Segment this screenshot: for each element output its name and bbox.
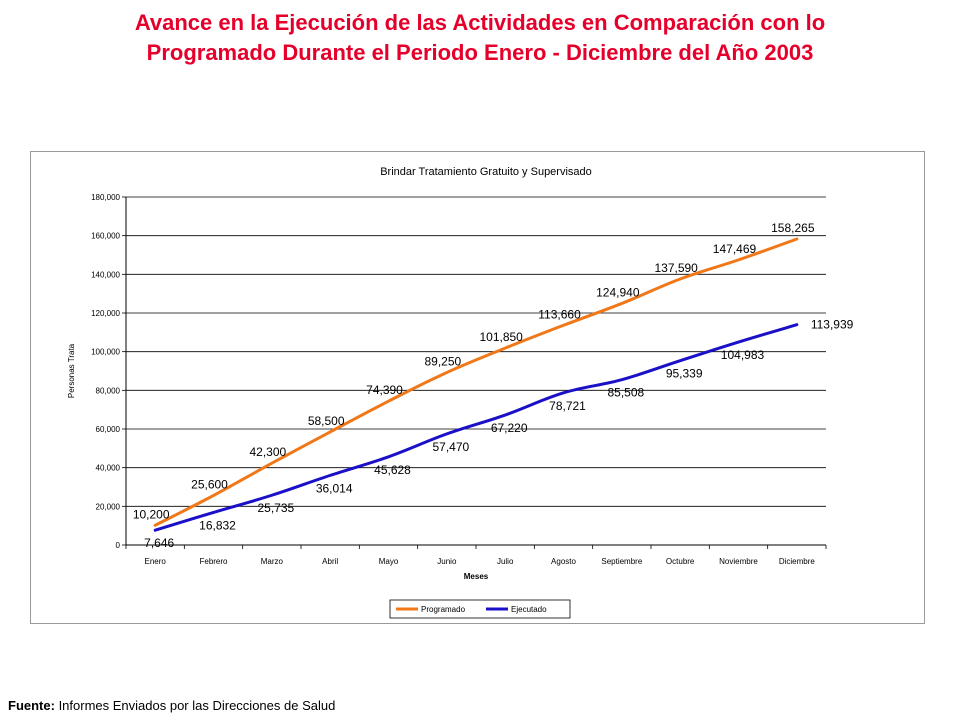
data-label-ejecutado: 104,983 xyxy=(721,348,765,362)
x-tick-label: Diciembre xyxy=(779,557,816,566)
y-tick-label: 100,000 xyxy=(91,348,120,357)
data-label-programado: 89,250 xyxy=(424,354,461,368)
data-label-ejecutado: 78,721 xyxy=(549,399,586,413)
chart-title: Brindar Tratamiento Gratuito y Supervisa… xyxy=(380,166,592,178)
x-tick-label: Abril xyxy=(322,557,338,566)
x-tick-label: Agosto xyxy=(551,557,576,566)
y-tick-label: 120,000 xyxy=(91,309,120,318)
y-tick-label: 60,000 xyxy=(96,425,121,434)
data-label-programado: 137,590 xyxy=(654,261,698,275)
data-label-programado: 101,850 xyxy=(479,330,523,344)
slide-title-line-1: Avance en la Ejecución de las Actividade… xyxy=(134,10,826,35)
y-tick-label: 0 xyxy=(116,541,121,550)
x-tick-label: Marzo xyxy=(261,557,284,566)
series-line-programado xyxy=(153,237,799,527)
x-tick-label: Septiembre xyxy=(601,557,642,566)
legend-label: Programado xyxy=(421,605,466,614)
y-tick-label: 140,000 xyxy=(91,270,120,279)
data-label-ejecutado: 45,628 xyxy=(374,463,411,477)
data-label-programado: 58,500 xyxy=(308,414,345,428)
y-tick-label: 80,000 xyxy=(96,386,121,395)
chart-frame: Brindar Tratamiento Gratuito y Supervisa… xyxy=(30,151,925,624)
data-label-ejecutado: 113,939 xyxy=(811,318,854,332)
data-label-programado: 113,660 xyxy=(538,307,581,321)
data-label-programado: 25,600 xyxy=(191,478,228,492)
line-chart: Brindar Tratamiento Gratuito y Supervisa… xyxy=(67,166,854,619)
slide-title-line-2: Programado Durante el Periodo Enero - Di… xyxy=(146,40,814,65)
y-tick-label: 180,000 xyxy=(91,193,120,202)
y-axis-title: Personas Trata xyxy=(67,343,76,398)
data-label-ejecutado: 67,220 xyxy=(491,421,528,435)
x-tick-label: Noviembre xyxy=(719,557,758,566)
data-label-ejecutado: 85,508 xyxy=(607,386,644,400)
legend-box xyxy=(389,599,571,619)
data-label-programado: 124,940 xyxy=(596,285,640,299)
source-text: Informes Enviados por las Direcciones de… xyxy=(54,698,336,713)
x-tick-label: Octubre xyxy=(666,557,695,566)
x-tick-label: Julio xyxy=(497,557,514,566)
source-note: Fuente: Informes Enviados por las Direcc… xyxy=(8,698,335,713)
data-label-ejecutado: 57,470 xyxy=(432,440,469,454)
x-tick-label: Febrero xyxy=(199,557,228,566)
source-label: Fuente: xyxy=(8,698,55,713)
x-tick-label: Mayo xyxy=(379,557,399,566)
series-line-ejecutado xyxy=(153,323,799,532)
data-label-programado: 10,200 xyxy=(133,507,170,521)
legend-label: Ejecutado xyxy=(511,605,547,614)
y-tick-label: 20,000 xyxy=(96,502,121,511)
data-label-ejecutado: 7,646 xyxy=(144,536,174,550)
data-label-programado: 42,300 xyxy=(249,445,286,459)
y-tick-label: 40,000 xyxy=(96,464,121,473)
data-label-ejecutado: 25,735 xyxy=(257,501,294,515)
data-label-ejecutado: 36,014 xyxy=(316,481,353,495)
x-axis-title: Meses xyxy=(464,572,489,581)
x-tick-label: Junio xyxy=(437,557,457,566)
x-tick-label: Enero xyxy=(144,557,166,566)
data-label-programado: 147,469 xyxy=(713,242,757,256)
y-tick-label: 160,000 xyxy=(91,232,120,241)
data-label-programado: 158,265 xyxy=(771,221,815,235)
slide-title: Avance en la Ejecución de las Actividade… xyxy=(0,8,960,68)
data-label-ejecutado: 95,339 xyxy=(666,367,703,381)
data-label-ejecutado: 16,832 xyxy=(199,518,236,532)
data-label-programado: 74,390 xyxy=(366,383,403,397)
